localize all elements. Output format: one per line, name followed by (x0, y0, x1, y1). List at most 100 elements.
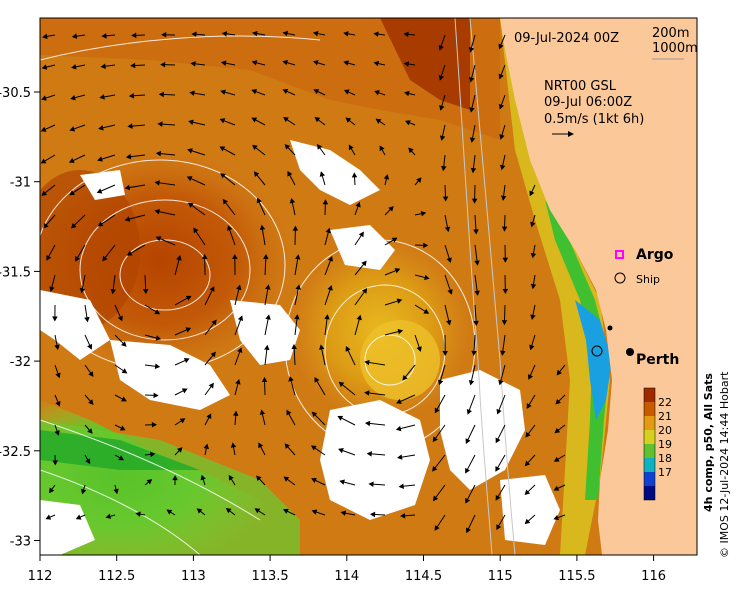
current-arrowhead (554, 427, 561, 434)
current-arrowhead (338, 381, 345, 388)
current-arrowhead (527, 374, 533, 380)
contour-1000-label: 1000m (652, 41, 698, 56)
current-arrowhead (258, 442, 264, 449)
colorbar-label: 4h comp, p50, All Sats (702, 373, 715, 512)
current-arrowhead (228, 474, 234, 481)
currents-time: 09-Jul 06:00Z (544, 95, 632, 110)
current-arrowhead (292, 225, 299, 231)
current-arrowhead (160, 61, 166, 68)
current-arrowhead (345, 117, 352, 123)
current-arrowhead (54, 344, 60, 351)
current-arrowhead (172, 475, 178, 481)
contour-200-label: 200m (652, 26, 689, 41)
current-arrowhead (530, 314, 536, 320)
current-arrowhead (368, 481, 374, 487)
current-arrowhead (553, 485, 560, 491)
current-arrowhead (465, 467, 470, 474)
current-arrowhead (220, 60, 227, 66)
current-arrowhead (526, 403, 532, 409)
current-arrowhead (294, 254, 301, 260)
current-arrowhead (445, 319, 452, 326)
current-arrowhead (397, 454, 403, 460)
current-arrowhead (131, 32, 137, 39)
current-arrowhead (465, 438, 471, 444)
current-arrowhead (356, 314, 362, 321)
current-arrowhead (288, 376, 294, 382)
current-arrowhead (227, 225, 233, 231)
current-arrowhead (465, 527, 471, 534)
current-arrowhead (442, 350, 448, 357)
current-arrowhead (391, 237, 398, 243)
current-arrowhead (370, 511, 376, 518)
current-arrowhead (110, 289, 116, 295)
current-arrowhead (373, 31, 379, 37)
current-arrowhead (210, 351, 216, 358)
y-tick-label: -32 (10, 355, 31, 370)
current-arrowhead (375, 118, 382, 124)
y-tick-label: -31.5 (0, 265, 31, 280)
current-arrowhead (130, 62, 136, 69)
current-arrowhead (87, 428, 93, 434)
current-arrowhead (468, 46, 475, 53)
current-arrowhead (46, 255, 52, 261)
current-arrowhead (41, 190, 48, 196)
current-arrowhead (49, 487, 55, 494)
current-arrowhead (155, 236, 162, 242)
current-arrowhead (203, 443, 210, 450)
current-arrowhead (187, 202, 194, 208)
current-arrowhead (254, 508, 261, 514)
current-arrowhead (127, 123, 133, 129)
x-tick-label: 114.5 (405, 569, 442, 584)
current-arrowhead (295, 284, 301, 290)
current-arrowhead (438, 75, 445, 81)
coastal-marker-icon (607, 325, 613, 331)
current-arrowhead (45, 514, 52, 520)
current-arrowhead (439, 135, 446, 141)
current-arrowhead (96, 188, 103, 194)
current-arrowhead (403, 31, 409, 38)
y-tick-label: -32.5 (0, 445, 31, 460)
current-arrowhead (471, 350, 477, 357)
current-arrowhead (71, 33, 78, 39)
current-arrowhead (383, 174, 390, 180)
current-arrowhead (468, 77, 475, 83)
current-arrowhead (252, 144, 258, 151)
current-arrowhead (126, 250, 133, 256)
current-arrowhead (157, 121, 163, 127)
current-arrowhead (282, 30, 289, 37)
current-arrowhead (351, 172, 358, 178)
current-arrowhead (343, 89, 350, 95)
current-arrowhead (261, 376, 268, 383)
current-arrowhead (420, 210, 427, 217)
current-arrowhead (394, 268, 401, 274)
current-arrowhead (397, 328, 404, 335)
current-arrowhead (432, 436, 438, 443)
currents-scale: 0.5m/s (1kt 6h) (544, 112, 644, 127)
scale-arrow (552, 131, 574, 137)
current-arrowhead (186, 176, 193, 182)
current-arrowhead (358, 231, 364, 238)
current-arrowhead (339, 479, 345, 485)
colorbar (643, 387, 656, 501)
current-arrowhead (100, 63, 106, 69)
current-arrowhead (209, 286, 215, 292)
current-arrowhead (524, 489, 531, 496)
current-arrowhead (41, 95, 47, 101)
current-arrowhead (311, 411, 318, 418)
x-tick-label: 112 (28, 569, 53, 584)
current-arrowhead (191, 31, 197, 38)
current-arrowhead (185, 295, 192, 301)
current-arrowhead (99, 94, 105, 100)
current-arrowhead (118, 455, 125, 461)
current-arrowhead (364, 420, 371, 427)
colorbar-tick-label: 18 (658, 452, 672, 465)
current-arrowhead (52, 316, 58, 322)
current-arrowhead (219, 146, 226, 152)
current-arrowhead (355, 201, 361, 208)
colorbar-tick-label: 22 (658, 396, 672, 409)
current-arrowhead (379, 145, 385, 152)
current-arrowhead (124, 216, 131, 222)
current-arrowhead (432, 495, 439, 502)
current-arrowhead (314, 376, 320, 383)
